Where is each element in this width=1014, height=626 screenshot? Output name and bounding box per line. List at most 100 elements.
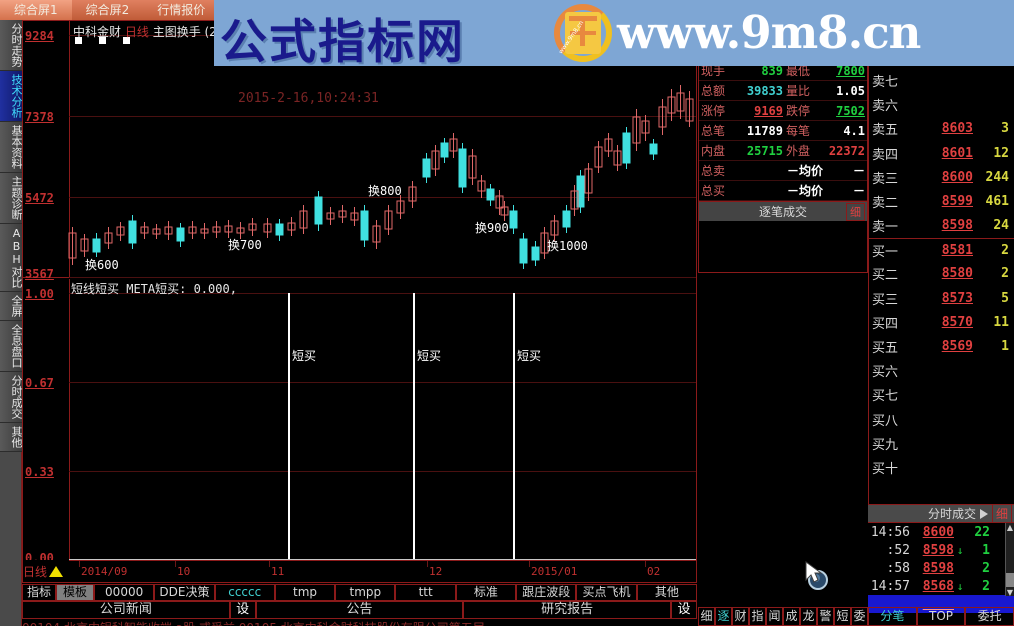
sidebar-item-quanping[interactable]: 全屏 [0,292,23,321]
quote-row: 总卖 －均价 － [699,161,867,181]
toolbar-button-ccccc[interactable]: ccccc [214,584,275,601]
price-chart-pane[interactable]: 9284 7378 5472 3567 中科金财 日线 主图换手 (20 201… [23,21,696,281]
toolbar-button-biaozhun[interactable]: 标准 [455,584,517,601]
shortcut-cheng[interactable]: 成 [783,607,800,626]
tick-list-header-label: 逐笔成交 [758,205,807,219]
shortcut-wei[interactable]: 委 [851,607,868,626]
shortcut-zhi[interactable]: 指 [749,607,766,626]
site-logo-icon: www.9m8.cn [554,4,612,62]
indicator-pane[interactable]: 短线短买 META短买: 0.000, 1.00 0.67 0.33 0.00 … [23,279,696,565]
sidebar-item-zhutizhenduan[interactable]: 主题诊断 [0,173,23,224]
tick-detail-button[interactable]: 细 [991,504,1012,523]
play-icon[interactable] [979,508,988,519]
ask-label: 卖三 [872,171,899,187]
ask-row: 卖五 8603 3 [869,117,1014,141]
bottom-tab-weituo[interactable]: 委托 [965,607,1014,626]
tab-zonghepingmu1[interactable]: 综合屏1 [0,0,72,20]
sidebar-item-abh-duibi[interactable]: ABH对比 [0,224,23,292]
tab-zonghepingmu2[interactable]: 综合屏2 [85,3,130,17]
quote-row: 总笔 11789 每笔 4.1 [699,121,867,141]
shortcut-wen[interactable]: 闻 [766,607,783,626]
quote-value: 22372 [828,143,865,158]
bid-qty: 2 [1001,266,1009,282]
toolbar-button-zhibiao[interactable]: 指标 [22,584,56,601]
bid-price: 8581 [941,242,973,258]
bid-label: 买七 [872,389,899,405]
chart-area[interactable]: 9284 7378 5472 3567 中科金财 日线 主图换手 (20 201… [22,20,697,583]
bid-row: 买十 [869,455,1014,479]
shortcut-xi[interactable]: 细 [698,607,715,626]
price-tick-2: 5472 [25,191,54,205]
sidebar-item-fenshichengjiao[interactable]: 分时成交 [0,372,23,423]
tick-scrollbar[interactable]: ▲ ▼ [1005,523,1014,597]
scroll-up-icon[interactable]: ▲ [1006,523,1014,532]
toolbar-button-muban[interactable]: 模板 [56,584,94,601]
sidebar-item-jishufenxi[interactable]: 技术分析 [0,71,23,122]
bid-row: 买七 [869,383,1014,407]
quote-label: 每笔 [786,124,811,138]
quote-value: － [852,164,865,178]
selected-row-highlight-bar [868,596,1014,607]
bid-qty: 1 [1001,339,1009,355]
scroll-thumb[interactable] [1006,573,1014,587]
toolbar-button-dde[interactable]: DDE决策 [154,584,215,601]
watermark-url: www.9m8.cn [617,6,921,59]
shortcut-long[interactable]: 龙 [800,607,817,626]
triangle-up-icon [49,565,64,577]
indicator-title: 短线短买 META短买: 0.000, [71,282,237,296]
news-tab-yanjiubaogao[interactable]: 研究报告 [463,601,672,619]
tick-list-header[interactable]: 逐笔成交 细 [699,201,867,221]
sidebar-item-jibenziliao[interactable]: 基本资料 [0,122,23,173]
sidebar-item-qita[interactable]: 其他 [0,423,23,452]
quote-value: 4.1 [843,123,865,138]
news-tab-gonggao[interactable]: 公告 [255,601,464,619]
shortcut-cai[interactable]: 财 [732,607,749,626]
bid-row: 买二 8580 2 [869,262,1014,286]
news-settings-button-2[interactable]: 设 [671,601,698,619]
bottom-tab-top[interactable]: TOP [916,607,966,626]
toolbar-button-00000[interactable]: 00000 [94,584,155,601]
tick-panel-header[interactable]: 分时成交 细 [868,504,1014,523]
shortcut-zhu[interactable]: 逐 [715,607,732,626]
bid-row: 买三 8573 5 [869,286,1014,310]
sidebar-item-quanxipankou[interactable]: 全息盘口 [0,321,23,372]
tab-hangqingbaojia[interactable]: 行情报价 [157,3,206,17]
detail-toggle-button[interactable]: 细 [846,203,865,221]
signal-label-3: 短买 [517,349,542,363]
toolbar-button-genzhuangbo[interactable]: 跟庄波段 [516,584,577,601]
ask-price: 8603 [941,121,973,137]
sidebar-item-fenshizoushi[interactable]: 分时走势 [0,20,23,71]
tick-price: 8600 [922,524,954,540]
quote-value: 7800 [836,63,865,78]
news-settings-button-1[interactable]: 设 [229,601,256,619]
toolbar-button-tmp[interactable]: tmp [274,584,336,601]
ask-price: 8600 [941,169,973,185]
bid-label: 买六 [872,365,899,381]
news-tab-gongsixinwen[interactable]: 公司新闻 [22,601,230,619]
toolbar-button-qita[interactable]: 其他 [636,584,697,601]
toolbar-button-tmpp[interactable]: tmpp [335,584,396,601]
bid-label: 买三 [872,292,899,308]
chart-dot-marker [123,37,130,44]
period-selector-button[interactable]: 日线 [23,560,69,582]
watermark-title: 公式指标网 [220,15,465,66]
quote-value: 9169 [754,103,783,118]
date-label-2: 11 [271,565,285,578]
ask-label: 卖六 [872,99,899,115]
scroll-down-icon[interactable]: ▼ [1006,588,1014,597]
shortcut-duan[interactable]: 短 [834,607,851,626]
quote-label: 内盘 [701,144,726,158]
toolbar-button-ttt[interactable]: ttt [395,584,456,601]
bottom-tab-fenbi[interactable]: 分笔 [868,607,917,626]
tick-arrow-icon: ↓ [956,579,964,593]
ask-label: 卖五 [872,123,899,139]
tick-volume: 1 [982,542,990,558]
quote-row: 总额 39833 量比 1.05 [699,81,867,101]
shortcut-jing[interactable]: 警 [817,607,834,626]
news-ticker[interactable]: 00104 北京中银科智能收端 a股 或受益 00105 北京中科金财科技股份有… [22,619,697,626]
bid-price: 8580 [941,266,973,282]
tick-time: :58 [886,560,910,576]
toolbar-button-maidianfeiji[interactable]: 买点飞机 [576,584,637,601]
